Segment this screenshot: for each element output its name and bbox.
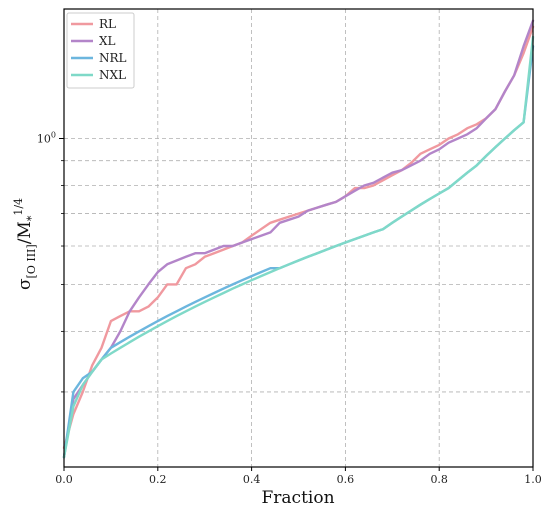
x-tick-label: 0.2 — [149, 473, 167, 486]
y-axis-title-mass: /M — [15, 221, 35, 244]
y-axis-title-subscript: [O III] — [25, 244, 38, 278]
x-tick-label: 0.6 — [337, 473, 355, 486]
x-tick-label: 0.0 — [55, 473, 73, 486]
legend-label-rl: RL — [99, 17, 116, 31]
series-layer — [62, 19, 535, 459]
y-tick-label-base: 10 — [37, 132, 51, 145]
series-line-rl — [62, 25, 535, 450]
x-axis-title: Fraction — [261, 488, 334, 508]
series-line-nxl — [62, 35, 535, 459]
ticks: 0.0 0.2 0.4 0.6 0.8 1.0 100 — [37, 130, 542, 486]
legend-label-nrl: NRL — [99, 51, 127, 65]
plot-frame — [63, 8, 534, 468]
x-tick-label: 1.0 — [524, 473, 542, 486]
y-axis-title-star: * — [25, 215, 38, 221]
legend: RL XL NRL NXL — [66, 12, 135, 89]
legend-label-xl: XL — [99, 34, 116, 48]
x-tick-label: 0.8 — [430, 473, 448, 486]
y-axis-title-exponent: 1/4 — [12, 198, 25, 216]
legend-label-nxl: NXL — [99, 68, 126, 82]
y-axis-title: σ[O III]/M*1/4 — [12, 198, 38, 290]
x-tick-label: 0.4 — [243, 473, 261, 486]
y-tick-label-exponent: 0 — [51, 130, 56, 139]
legend-box — [66, 12, 135, 89]
y-axis-title-sigma: σ — [15, 278, 35, 290]
y-tick-label: 100 — [37, 130, 56, 145]
series-line-xl — [62, 19, 535, 459]
